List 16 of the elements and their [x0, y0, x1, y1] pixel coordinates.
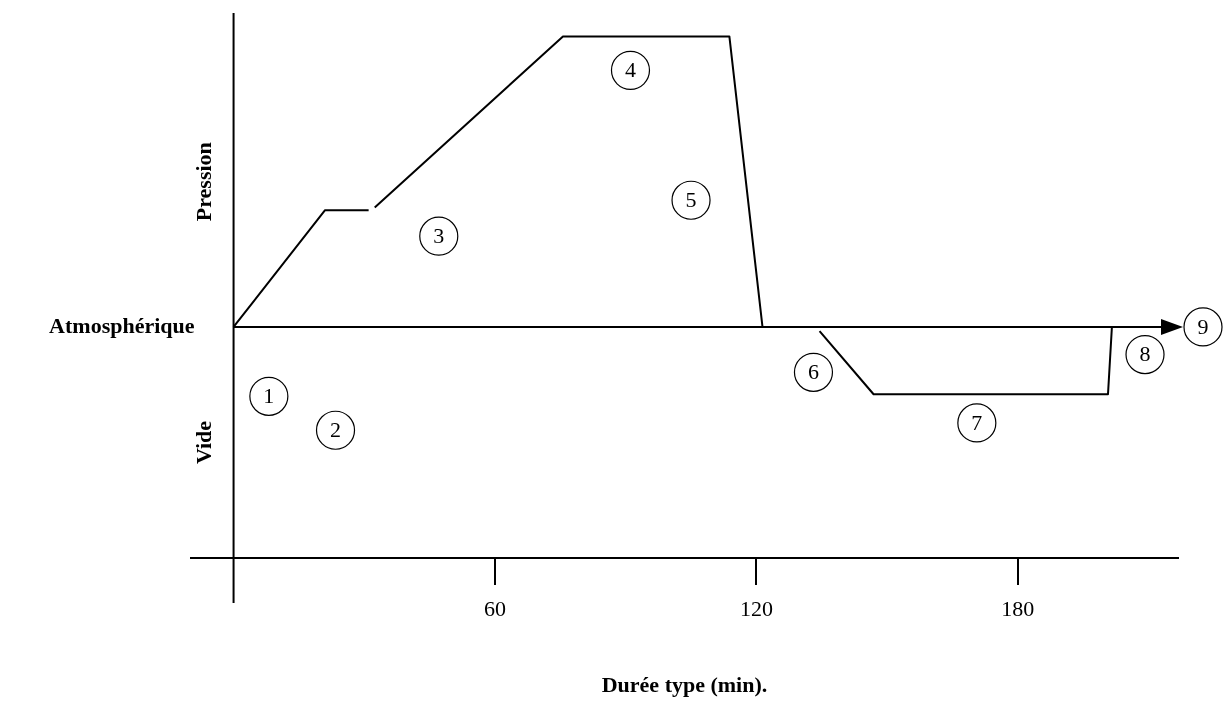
x-tick-label: 120	[739, 595, 773, 621]
annotation: 8	[1139, 341, 1151, 367]
annotation: 6	[807, 359, 819, 385]
text: 9	[1197, 313, 1209, 339]
y2-axis-title: Vide	[191, 420, 217, 465]
x-tick-label: 180	[1001, 595, 1035, 621]
annotation: 1	[263, 383, 275, 409]
y-axis-title: Pression	[191, 142, 217, 222]
annotation: 2	[330, 417, 342, 443]
x-axis-title: Durée type (min).	[601, 672, 768, 698]
x-tick-label: 60	[483, 595, 506, 621]
annotation: 4	[624, 57, 636, 83]
annotation: 3	[433, 223, 445, 248]
annotation: 7	[971, 409, 983, 435]
ref-line-label: Atmosphérique	[49, 312, 195, 338]
annotation: 5	[685, 187, 697, 213]
